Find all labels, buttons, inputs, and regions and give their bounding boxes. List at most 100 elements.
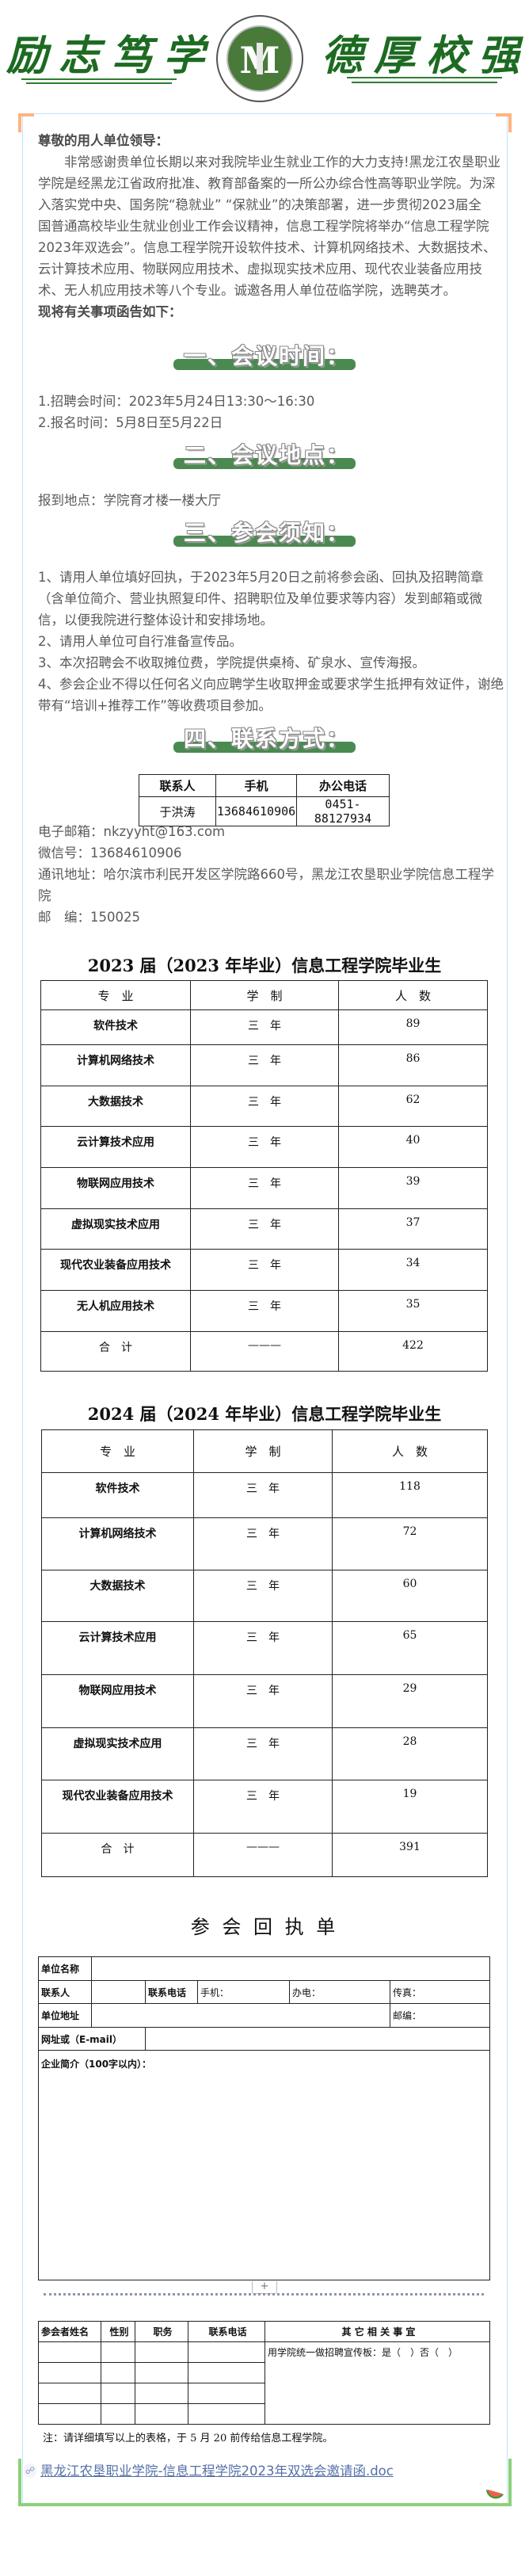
attendee-phone-field[interactable] xyxy=(188,2383,265,2404)
cell-major: 物联网应用技术 xyxy=(40,1167,191,1209)
total-count: 391 xyxy=(332,1833,488,1877)
other-matters[interactable]: 用学院统一做招聘宣传板：是（ ）否（ ） xyxy=(264,2341,490,2425)
cell-duration: 三 年 xyxy=(193,1621,333,1675)
col-header: 学 制 xyxy=(190,980,339,1010)
grads-2024-title: 2024 届（2024 年毕业）信息工程学院毕业生 xyxy=(87,1404,442,1424)
attendee-phone-field[interactable] xyxy=(188,2341,265,2363)
attendee-title-field[interactable] xyxy=(135,2383,188,2404)
table-row: 计算机网络技术三 年 72 xyxy=(41,1517,488,1570)
notice-line: 2、请用人单位可自行准备宣传品。 xyxy=(38,634,242,649)
cell-count: 65 xyxy=(332,1621,488,1675)
unit-address-field[interactable] xyxy=(91,2003,390,2028)
reply-form-title: 参 会 回 执 单 xyxy=(190,1916,339,1938)
attendee-gender-field[interactable] xyxy=(101,2403,135,2425)
col-header: 专 业 xyxy=(40,980,191,1010)
cell-duration: 三 年 xyxy=(190,1167,339,1209)
cell-count: 34 xyxy=(338,1249,488,1291)
attendee-title-field[interactable] xyxy=(135,2341,188,2363)
table-row: 大数据技术三 年 62 xyxy=(40,1086,488,1127)
attendee-phone-field[interactable] xyxy=(188,2362,265,2383)
motto-right: 德厚校强 xyxy=(322,32,529,80)
cell-major: 软件技术 xyxy=(41,1472,194,1518)
cell-major: 云计算技术应用 xyxy=(40,1126,191,1168)
total-label: 合 计 xyxy=(40,1331,191,1372)
contact-office-phone: 0451-88127934 xyxy=(296,796,390,826)
contact-mobile: 13684610906 xyxy=(215,796,297,826)
cell-major: 无人机应用技术 xyxy=(40,1290,191,1332)
cell-major: 现代农业装备应用技术 xyxy=(40,1249,191,1291)
divider xyxy=(352,82,497,83)
section-heading-notice: 三、参会须知： xyxy=(184,520,351,546)
col-header: 学 制 xyxy=(193,1429,333,1473)
attendee-title-field[interactable] xyxy=(135,2403,188,2425)
divider xyxy=(26,82,172,84)
mobile-field[interactable]: 手机： xyxy=(197,1980,290,2004)
postcode-field[interactable]: 邮编： xyxy=(390,2003,490,2028)
cell-major: 虚拟现实技术应用 xyxy=(41,1727,194,1780)
notice-line: 3、本次招聘会不收取摊位费，学院提供桌椅、矿泉水、宣传海报。 xyxy=(38,655,425,670)
add-row-button[interactable]: + xyxy=(252,2281,277,2294)
fax-field[interactable]: 传真： xyxy=(390,1980,490,2004)
content-frame xyxy=(22,113,508,2506)
intro-lead: 现将有关事项函告如下： xyxy=(38,304,182,319)
cell-duration: 三 年 xyxy=(193,1780,333,1834)
college-logo: M xyxy=(215,14,304,103)
contact-address: 通讯地址：哈尔滨市利民开发区学院路660号，黑龙江农垦职业学院信息工程学 xyxy=(38,867,494,882)
table-row: 大数据技术三 年 60 xyxy=(41,1570,488,1622)
attendee-title-field[interactable] xyxy=(135,2362,188,2383)
total-row: 合 计 ——— 422 xyxy=(40,1331,488,1372)
cell-count: 19 xyxy=(332,1780,488,1834)
attendee-name-field[interactable] xyxy=(38,2383,101,2404)
total-label: 合 计 xyxy=(41,1833,194,1877)
cell-major: 物联网应用技术 xyxy=(41,1674,194,1728)
attendee-name-field[interactable] xyxy=(38,2362,101,2383)
table-row: 云计算技术应用三 年 40 xyxy=(40,1126,488,1168)
section-heading-place: 二、会议地点： xyxy=(184,442,351,468)
attendee-phone-field[interactable] xyxy=(188,2403,265,2425)
attendee-gender-field[interactable] xyxy=(101,2383,135,2404)
cell-duration: 三 年 xyxy=(193,1517,333,1570)
time-item: 2.报名时间：5月8日至5月22日 xyxy=(38,415,223,430)
cell-count: 118 xyxy=(332,1472,488,1518)
unit-name-field[interactable] xyxy=(91,1956,490,1981)
greeting: 尊敬的用人单位领导： xyxy=(38,133,169,148)
attendee-gender-field[interactable] xyxy=(101,2341,135,2363)
col-header: 联系电话 xyxy=(188,2321,265,2342)
label-website: 网址或（E-mail） xyxy=(38,2027,146,2051)
contact-table: 联系人 手机 办公电话 于洪涛 13684610906 0451-8812793… xyxy=(139,774,390,826)
company-intro-field[interactable]: 企业简介（100字以内）： xyxy=(38,2050,490,2280)
attendee-gender-field[interactable] xyxy=(101,2362,135,2383)
cell-major: 大数据技术 xyxy=(41,1570,194,1622)
office-phone-field[interactable]: 办电： xyxy=(289,1980,390,2004)
frame-corner xyxy=(18,113,34,132)
attendee-name-field[interactable] xyxy=(38,2341,101,2363)
link-icon: ☍ xyxy=(24,2463,36,2478)
table-row: 现代农业装备应用技术三 年 19 xyxy=(41,1780,488,1834)
attendee-name-field[interactable] xyxy=(38,2403,101,2425)
contact-person-field[interactable] xyxy=(91,1980,146,2004)
table-row: 软件技术三 年 89 xyxy=(40,1009,488,1045)
col-header: 人 数 xyxy=(332,1429,488,1473)
section-heading-bar xyxy=(173,742,356,753)
cell-duration: 三 年 xyxy=(190,1009,339,1045)
total-row: 合 计 ——— 391 xyxy=(41,1833,488,1877)
intro-line: 术、无人机应用技术等八个专业。诚邀各用人单位莅临学院，选聘英才。 xyxy=(38,283,456,298)
label-contact-person: 联系人 xyxy=(38,1980,92,2004)
cell-duration: 三 年 xyxy=(190,1208,339,1250)
cell-major: 大数据技术 xyxy=(40,1086,191,1127)
cell-major: 云计算技术应用 xyxy=(41,1621,194,1675)
notice-line: 4、参会企业不得以任何名义向应聘学生收取押金或要求学生抵押有效证件，谢绝 xyxy=(38,677,504,692)
col-header: 联系人 xyxy=(139,774,216,797)
attachment-link[interactable]: 黑龙江农垦职业学院-信息工程学院2023年双选会邀请函.doc xyxy=(40,2463,394,2479)
section-heading-contact: 四、联系方式： xyxy=(184,726,351,752)
time-item: 1.招聘会时间：2023年5月24日13:30～16:30 xyxy=(38,394,315,409)
website-field[interactable] xyxy=(145,2027,490,2051)
notice-line: 带有“培训+推荐工作”等收费项目参加。 xyxy=(38,698,272,713)
form-note: 注：请详细填写以上的表格，于 5 月 20 前传给信息工程学院。 xyxy=(43,2433,333,2444)
cell-duration: 三 年 xyxy=(190,1086,339,1127)
intro-line: 国普通高校毕业生就业创业工作会议精神，信息工程学院将举办“信息工程学院 xyxy=(38,219,489,234)
col-header: 手机 xyxy=(215,774,297,797)
contact-name: 于洪涛 xyxy=(139,796,216,826)
table-row: 物联网应用技术三 年 39 xyxy=(40,1167,488,1209)
col-header: 专 业 xyxy=(41,1429,194,1473)
